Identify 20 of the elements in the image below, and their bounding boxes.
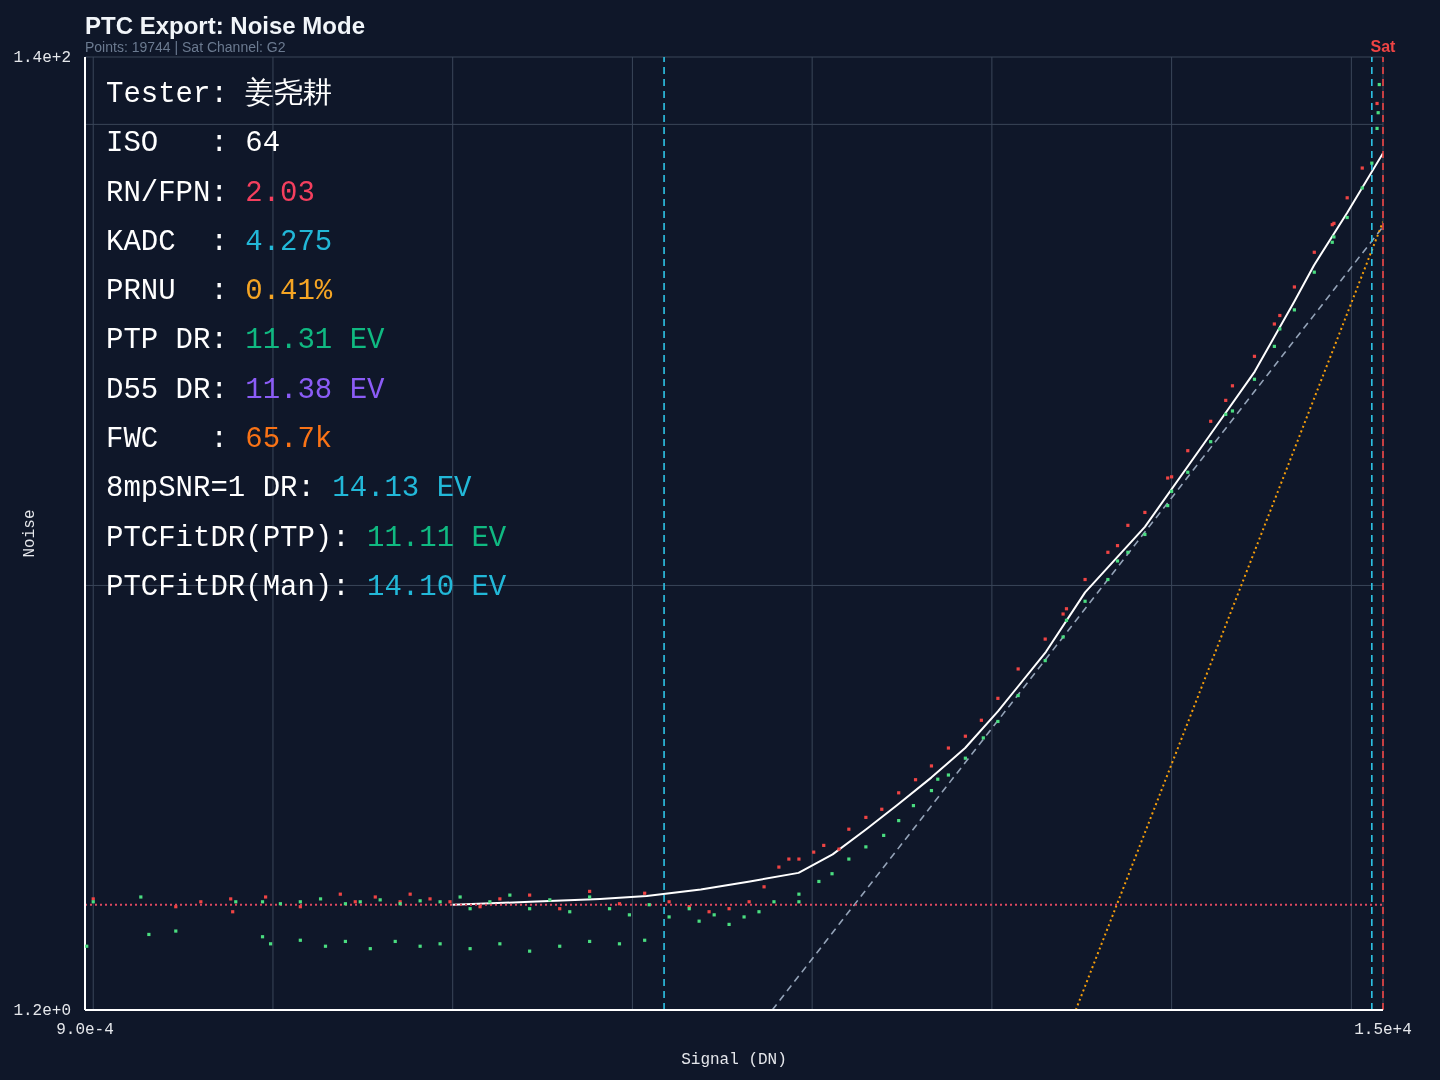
annotation: 8mpSNR=1 DR: 14.13 EV: [106, 472, 472, 506]
annotation: D55 DR: 11.38 EV: [106, 373, 385, 407]
annotation: Tester: 姜尧耕: [106, 78, 333, 111]
y-tick-label: 1.2e+0: [13, 1002, 71, 1020]
annotation: PTCFitDR(Man): 14.10 EV: [106, 570, 507, 604]
annotation: FWC : 65.7k: [106, 423, 333, 457]
chart-subtitle: Points: 19744 | Sat Channel: G2: [85, 39, 286, 55]
x-tick-label: 1.5e+4: [1354, 1021, 1412, 1039]
annotation: KADC : 4.275: [106, 225, 333, 259]
ref-line-label: Sat: [1370, 38, 1397, 55]
annotation: PRNU : 0.41%: [106, 275, 333, 309]
annotation: ISO : 64: [106, 127, 281, 161]
y-axis-title: Noise: [20, 509, 39, 558]
x-axis-title: Signal (DN): [681, 1051, 787, 1069]
y-tick-label: 1.4e+2: [13, 49, 71, 67]
annotation: PTCFitDR(PTP): 11.11 EV: [106, 521, 507, 555]
annotation: RN/FPN: 2.03: [106, 176, 315, 210]
x-tick-label: 9.0e-4: [56, 1021, 114, 1039]
annotation: PTP DR: 11.31 EV: [106, 324, 385, 358]
chart-title: PTC Export: Noise Mode: [85, 12, 366, 39]
